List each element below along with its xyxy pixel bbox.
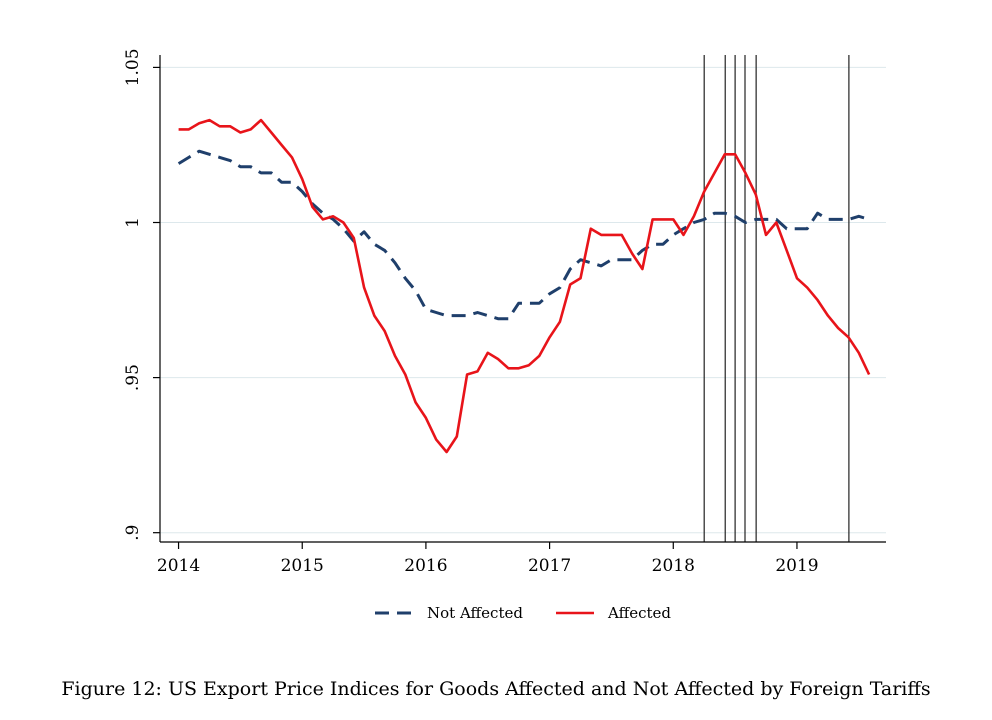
legend-label-affected: Affected (607, 604, 671, 622)
tariff-event-lines (703, 55, 850, 542)
x-tick-label-2: 2016 (404, 556, 447, 576)
axes (159, 55, 886, 543)
y-tick-label-1: .95 (123, 364, 143, 391)
y-axis-ticks: .9 .95 1 1.05 (123, 48, 160, 541)
series-line-affected (178, 118, 871, 454)
figure-caption: Figure 12: US Export Price Indices for G… (61, 678, 931, 700)
x-tick-label-3: 2017 (528, 556, 571, 576)
x-tick-label-5: 2019 (775, 556, 818, 576)
y-tick-label-0: .9 (123, 525, 143, 541)
y-tick-label-2: 1 (123, 217, 143, 228)
x-tick-label-0: 2014 (157, 556, 200, 576)
legend: Not Affected Affected (375, 604, 671, 622)
legend-label-not-affected: Not Affected (427, 604, 523, 622)
y-tick-label-3: 1.05 (123, 48, 143, 86)
gridlines (160, 66, 886, 534)
x-axis-ticks: 2014 2015 2016 2017 2018 2019 (157, 542, 819, 576)
x-tick-label-4: 2018 (652, 556, 695, 576)
series-lines (177, 118, 871, 454)
x-tick-label-1: 2015 (281, 556, 324, 576)
